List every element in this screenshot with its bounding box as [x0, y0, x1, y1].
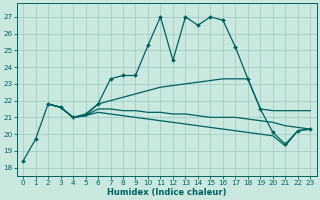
- X-axis label: Humidex (Indice chaleur): Humidex (Indice chaleur): [107, 188, 227, 197]
